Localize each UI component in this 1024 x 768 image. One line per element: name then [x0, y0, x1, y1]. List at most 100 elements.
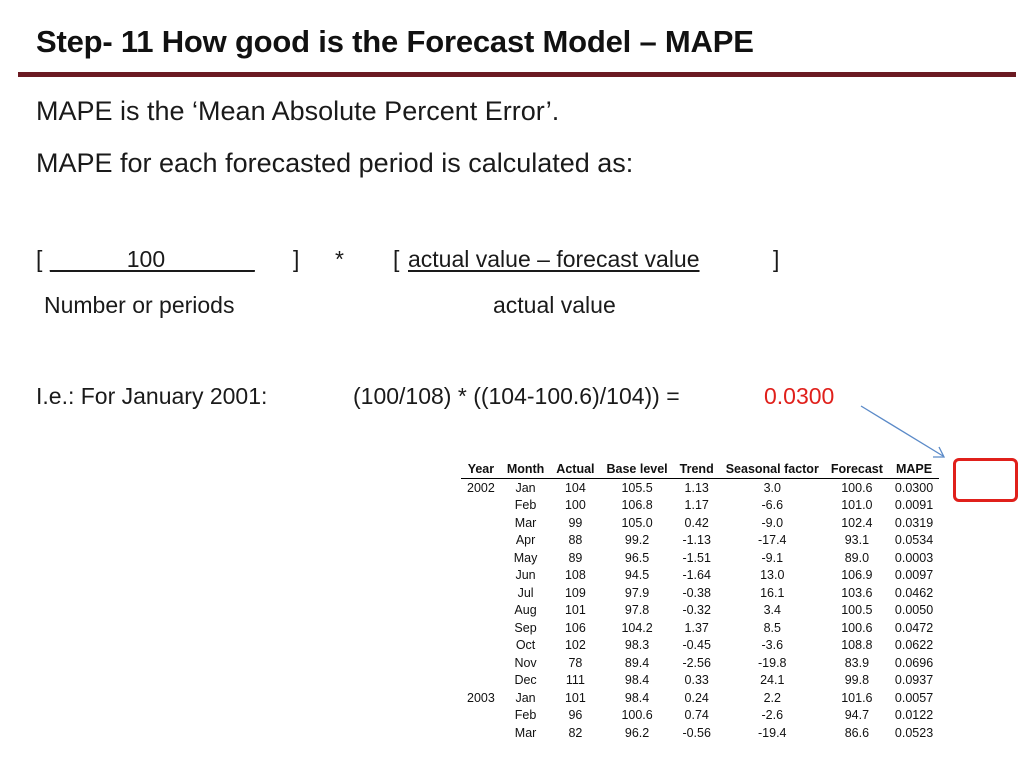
table-row: 2003 Jan 101 98.4 0.24 2.2 101.6 0.0057 — [461, 689, 939, 707]
cell-trend: 0.74 — [684, 708, 709, 723]
cell-seasonal-factor: 24.1 — [760, 673, 785, 688]
table-row: Feb 96 100.6 0.74 -2.6 94.7 0.0122 — [461, 707, 939, 725]
table-row: Dec 111 98.4 0.33 24.1 99.8 0.0937 — [461, 672, 939, 690]
cell-actual: 111 — [565, 673, 585, 688]
cell-seasonal-factor: 16.1 — [760, 585, 785, 600]
cell-mape: 0.0696 — [894, 655, 934, 670]
table-row: Jun 108 94.5 -1.64 13.0 106.9 0.0097 — [461, 567, 939, 585]
cell-month: Mar — [514, 725, 537, 740]
cell-seasonal-factor: 3.0 — [719, 478, 825, 497]
cell-seasonal-factor: -9.1 — [761, 550, 784, 565]
cell-forecast: 100.6 — [841, 620, 873, 635]
cell-actual: 106 — [564, 620, 586, 635]
cell-trend: -0.56 — [682, 725, 711, 740]
cell-forecast: 89.0 — [844, 550, 870, 565]
cell-mape: 0.0091 — [894, 498, 934, 513]
formula-open-bracket-2: [ — [393, 246, 400, 272]
cell-year — [461, 497, 501, 515]
cell-mape: 0.0122 — [894, 708, 934, 723]
table-header-row: Year Month Actual Base level Trend Seaso… — [461, 460, 939, 479]
cell-base-level: 105.5 — [600, 478, 674, 497]
cell-actual: 108 — [564, 568, 586, 583]
cell-base-level: 96.2 — [624, 725, 650, 740]
cell-mape: 0.0622 — [894, 638, 934, 653]
cell-mape: 0.0097 — [894, 568, 934, 583]
cell-forecast: 103.6 — [841, 585, 873, 600]
col-seasonal-factor: Seasonal factor — [725, 462, 819, 476]
cell-month: Dec — [514, 673, 537, 688]
cell-mape: 0.0050 — [894, 603, 934, 618]
cell-year — [461, 654, 501, 672]
cell-actual: 102 — [564, 638, 586, 653]
table-row: Jul 109 97.9 -0.38 16.1 103.6 0.0462 — [461, 584, 939, 602]
cell-trend: 1.37 — [684, 620, 709, 635]
cell-year — [461, 724, 501, 742]
cell-year: 2002 — [461, 478, 501, 497]
cell-forecast: 106.9 — [841, 568, 873, 583]
cell-trend: 1.17 — [684, 498, 709, 513]
cell-base-level: 98.3 — [624, 638, 650, 653]
cell-mape: 0.0472 — [894, 620, 934, 635]
cell-mape: 0.0003 — [894, 550, 934, 565]
cell-year — [461, 672, 501, 690]
col-base-level: Base level — [606, 462, 668, 476]
cell-base-level: 96.5 — [624, 550, 650, 565]
cell-base-level: 97.8 — [624, 603, 650, 618]
cell-year — [461, 567, 501, 585]
cell-seasonal-factor: 2.2 — [763, 690, 781, 705]
cell-forecast: 99.8 — [844, 673, 870, 688]
formula-numerator-1: ______100_______ — [50, 246, 255, 272]
mape-highlight-box — [953, 458, 1018, 502]
slide-title: Step- 11 How good is the Forecast Model … — [36, 24, 754, 59]
cell-base-level: 97.9 — [624, 585, 650, 600]
cell-trend: -0.32 — [682, 603, 711, 618]
example-expression: (100/108) * ((104-100.6)/104)) = — [353, 383, 680, 409]
cell-year — [461, 637, 501, 655]
table-row: Mar 99 105.0 0.42 -9.0 102.4 0.0319 — [461, 514, 939, 532]
cell-year — [461, 707, 501, 725]
cell-mape: 0.0534 — [894, 533, 934, 548]
cell-year — [461, 532, 501, 550]
table-row: Feb 100 106.8 1.17 -6.6 101.0 0.0091 — [461, 497, 939, 515]
col-trend: Trend — [679, 462, 714, 476]
cell-trend: -0.45 — [682, 638, 711, 653]
cell-actual: 99 — [568, 515, 583, 530]
cell-year — [461, 619, 501, 637]
cell-seasonal-factor: -2.6 — [761, 708, 784, 723]
table-row: Aug 101 97.8 -0.32 3.4 100.5 0.0050 — [461, 602, 939, 620]
cell-seasonal-factor: -17.4 — [758, 533, 787, 548]
cell-seasonal-factor: 8.5 — [763, 620, 781, 635]
cell-seasonal-factor: 3.4 — [763, 603, 781, 618]
cell-actual: 78 — [568, 655, 583, 670]
cell-base-level: 104.2 — [621, 620, 653, 635]
table-row: Mar 82 96.2 -0.56 -19.4 86.6 0.0523 — [461, 724, 939, 742]
cell-forecast: 102.4 — [841, 515, 873, 530]
cell-seasonal-factor: -3.6 — [761, 638, 784, 653]
cell-month: Jul — [517, 585, 534, 600]
cell-forecast: 100.5 — [841, 603, 873, 618]
col-actual: Actual — [556, 462, 595, 476]
cell-month: Jun — [515, 568, 536, 583]
col-forecast: Forecast — [830, 462, 883, 476]
col-year: Year — [467, 462, 495, 476]
cell-base-level: 98.4 — [624, 673, 650, 688]
cell-month: May — [513, 550, 538, 565]
cell-year — [461, 514, 501, 532]
cell-month: Sep — [514, 620, 537, 635]
cell-base-level: 105.0 — [621, 515, 653, 530]
example-label: I.e.: For January 2001: — [36, 383, 268, 409]
cell-actual: 109 — [564, 585, 586, 600]
forecast-table: Year Month Actual Base level Trend Seaso… — [461, 460, 940, 742]
pointer-arrow-icon — [860, 405, 946, 458]
formula-close-bracket-1: ] — [293, 246, 300, 272]
example-result: 0.0300 — [764, 383, 835, 409]
cell-actual: 82 — [568, 725, 583, 740]
cell-actual: 89 — [568, 550, 583, 565]
cell-trend: 1.13 — [673, 478, 720, 497]
cell-base-level: 98.4 — [624, 690, 650, 705]
cell-month: Feb — [514, 708, 537, 723]
cell-month: Mar — [514, 515, 537, 530]
cell-trend: -1.13 — [682, 533, 711, 548]
table-row: May 89 96.5 -1.51 -9.1 89.0 0.0003 — [461, 549, 939, 567]
table-row: Apr 88 99.2 -1.13 -17.4 93.1 0.0534 — [461, 532, 939, 550]
